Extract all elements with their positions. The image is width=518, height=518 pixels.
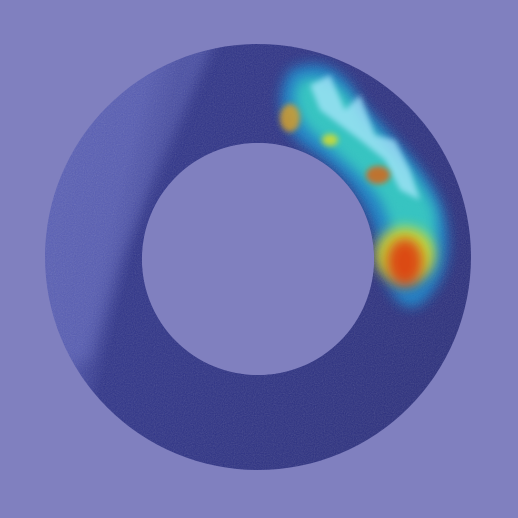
heat-spot bbox=[322, 134, 338, 146]
heatmap bbox=[280, 64, 449, 308]
ring-hole bbox=[142, 143, 374, 375]
heat-streak bbox=[310, 75, 420, 200]
heat-mid bbox=[294, 77, 437, 276]
heat-spot bbox=[366, 166, 390, 184]
heat-red bbox=[387, 238, 423, 286]
heat-spot bbox=[280, 104, 300, 132]
